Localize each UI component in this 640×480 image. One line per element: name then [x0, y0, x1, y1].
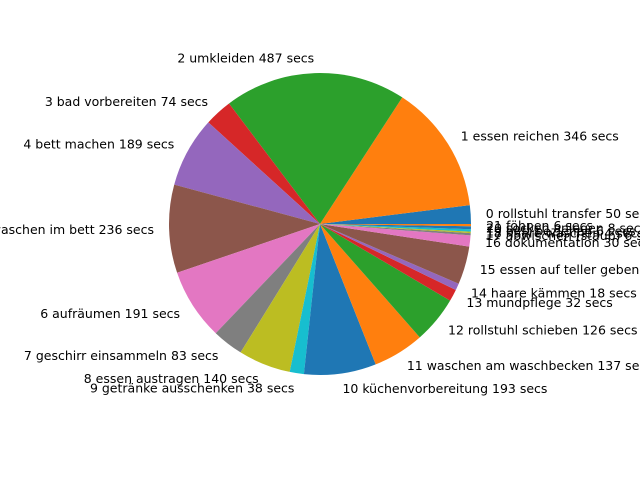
pie-slice-16 [320, 224, 471, 247]
pie-slice-9 [289, 224, 320, 375]
pie-slice-label-3: 3 bad vorbereiten 74 secs [45, 94, 208, 109]
pie-slice-17 [320, 224, 471, 236]
pie-slice-label-19: 19 bett beziehen 6 secs [486, 224, 636, 239]
pie-slice-label-11: 11 waschen am waschbecken 137 secs [407, 358, 640, 373]
pie-slice-18 [320, 224, 471, 234]
pie-slices [168, 73, 471, 376]
pie-slice-11 [320, 224, 420, 365]
pie-slice-1 [320, 97, 470, 224]
pie-slice-6 [177, 224, 320, 334]
pie-slice-4 [174, 122, 320, 224]
pie-slice-label-16: 16 dokumentation 30 secs [485, 235, 640, 250]
pie-slice-label-17: 17 abwischen (staub) 6 secs [486, 228, 640, 243]
pie-slice-label-8: 8 essen austragen 140 secs [84, 371, 259, 386]
pie-slice-label-10: 10 küchenvorbereitung 193 secs [342, 381, 547, 396]
pie-slice-label-4: 4 bett machen 189 secs [23, 137, 174, 152]
pie-slice-label-7: 7 geschirr einsammeln 83 secs [24, 348, 219, 363]
pie-slice-label-1: 1 essen reichen 346 secs [461, 128, 619, 143]
pie-slice-8 [240, 224, 320, 372]
pie-slice-label-12: 12 rollstuhl schieben 126 secs [448, 322, 637, 337]
pie-slice-label-6: 6 aufräumen 191 secs [40, 306, 180, 321]
pie-slice-label-15: 15 essen auf teller geben 102 secs [480, 262, 640, 277]
pie-slice-14 [320, 224, 459, 290]
pie-slice-13 [320, 224, 456, 301]
pie-slice-label-18: 18 haare waschen 4 secs [486, 226, 640, 241]
pie-slice-15 [320, 224, 470, 284]
pie-slice-2 [229, 73, 403, 224]
pie-slice-20 [320, 224, 471, 230]
pie-slice-label-14: 14 haare kämmen 18 secs [471, 286, 637, 301]
pie-slice-19 [320, 224, 471, 232]
pie-slice-12 [320, 224, 451, 338]
pie-slice-10 [303, 224, 376, 376]
pie-slice-3 [208, 103, 320, 224]
pie-slice-label-2: 2 umkleiden 487 secs [177, 51, 314, 66]
pie-slice-label-5: 5 waschen im bett 236 secs [0, 222, 154, 237]
pie-slice-label-13: 13 mundpflege 32 secs [466, 295, 612, 310]
pie-slice-label-21: 21 föhnen 6 secs [486, 218, 593, 233]
pie-slice-5 [168, 184, 320, 273]
pie-slice-label-0: 0 rollstuhl transfer 50 secs [486, 206, 640, 221]
pie-slice-label-9: 9 getränke ausschenken 38 secs [90, 381, 295, 396]
pie-slice-label-20: 20 socken anlegen 8 secs [486, 221, 640, 236]
pie-slice-0 [320, 205, 471, 224]
pie-slice-21 [320, 224, 471, 227]
pie-slice-7 [215, 224, 320, 353]
pie-labels: 0 rollstuhl transfer 50 secs 1 essen reic… [0, 51, 640, 397]
